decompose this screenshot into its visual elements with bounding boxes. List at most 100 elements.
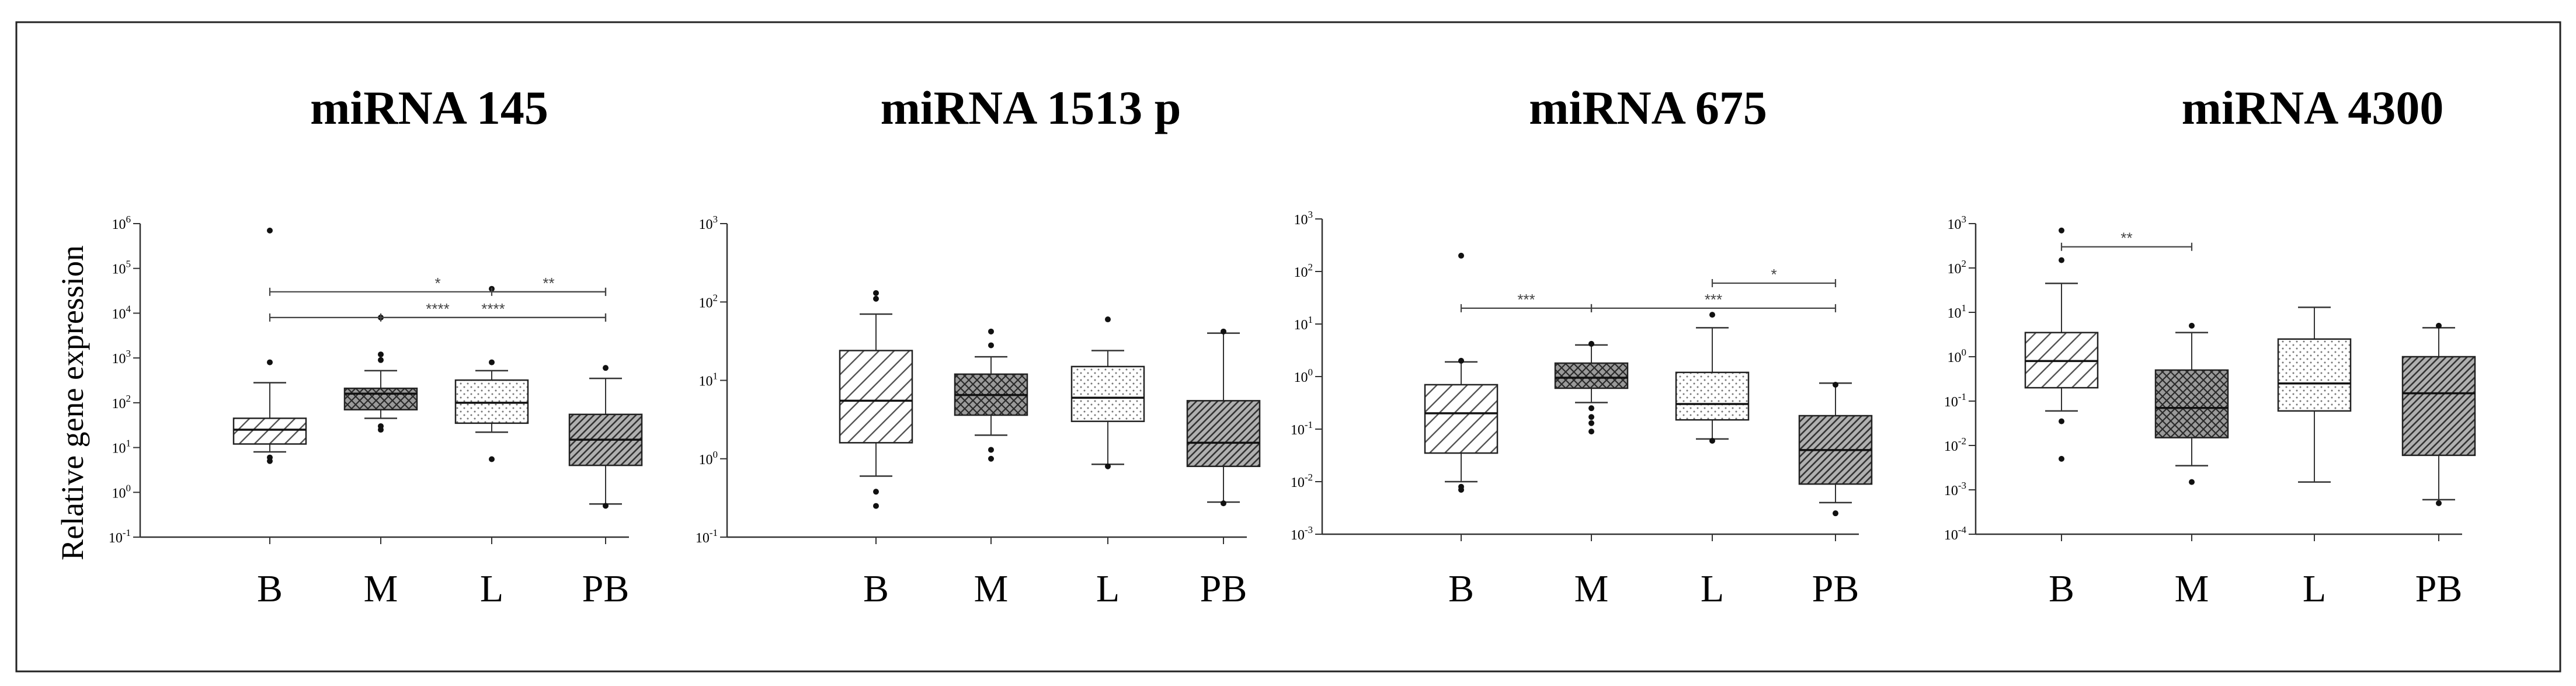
x-category-label: PB (1812, 567, 1859, 610)
outlier-point (1458, 252, 1464, 259)
y-axis-label: Relative gene expression (55, 245, 90, 560)
outlier-point (2059, 227, 2064, 234)
box-plot-b (232, 227, 307, 464)
x-category-label: PB (1200, 567, 1247, 610)
iqr-box (232, 417, 307, 445)
outlier-point (1588, 429, 1594, 435)
outlier-point (378, 357, 384, 363)
y-tick-label: 10-1 (109, 527, 131, 546)
y-tick-label: 101 (699, 371, 718, 389)
y-tick-label: 10-1 (1291, 419, 1313, 438)
outlier-point (988, 342, 994, 349)
outlier-point (1588, 414, 1594, 420)
x-category-label: PB (2415, 567, 2463, 610)
outlier-point (489, 359, 495, 365)
outlier-point (1833, 510, 1838, 517)
box-plot-b (2024, 227, 2099, 462)
y-tick-label: 104 (112, 303, 131, 322)
chart-panel: miRNA 4300 10-4 10-3 10-2 10-1 100 101 102 103 B M… (1944, 81, 2476, 610)
panels-container: miRNA 145 10-1 100 101 102 103 104 105 106 B M L PB *… (109, 81, 2476, 610)
outlier-point (1221, 500, 1226, 507)
outlier-point (1221, 328, 1226, 335)
y-tick-label: 10-1 (1944, 391, 1966, 410)
box-plot-pb (1186, 328, 1261, 507)
outlier-point (267, 227, 273, 234)
outlier-point (1709, 437, 1715, 444)
box-plot-m (2154, 322, 2229, 485)
significance-label: *** (1517, 291, 1535, 308)
x-category-label: L (1701, 567, 1724, 610)
outlier-point (1105, 463, 1111, 469)
outlier-point (1588, 405, 1594, 412)
significance-label: * (1771, 266, 1777, 283)
x-category-label: M (2175, 567, 2209, 610)
box-plot-l (1070, 316, 1145, 469)
chart-title: miRNA 4300 (2182, 81, 2444, 134)
y-tick-label: 100 (1948, 347, 1967, 365)
outlier-point (267, 454, 273, 461)
outlier-point (2059, 418, 2064, 424)
iqr-box (454, 379, 529, 424)
y-tick-label: 10-3 (1944, 480, 1966, 499)
x-category-label: B (1448, 567, 1474, 610)
significance-bracket: * (1711, 266, 1837, 287)
y-tick-label: 100 (699, 449, 718, 468)
x-category-label: M (974, 567, 1009, 610)
y-tick-label: 10-3 (1291, 524, 1313, 543)
outlier-point (2189, 322, 2195, 329)
outlier-point (873, 295, 879, 302)
chart-title: miRNA 1513 p (881, 81, 1181, 134)
iqr-box (1554, 362, 1629, 389)
outlier-point (2189, 479, 2195, 485)
outlier-point (1458, 357, 1464, 364)
y-tick-label: 10-2 (1944, 436, 1966, 454)
outlier-point (378, 351, 384, 358)
y-tick-label: 103 (1294, 209, 1313, 228)
outlier-point (603, 365, 609, 371)
box-plot-m (1554, 340, 1629, 435)
iqr-box (2154, 369, 2229, 438)
y-tick-label: 102 (1294, 262, 1313, 280)
box-plot-pb (2401, 322, 2476, 506)
significance-bracket: ** (491, 274, 607, 296)
significance-label: ** (2120, 229, 2132, 247)
y-tick-label: 100 (1294, 367, 1313, 385)
outlier-point (2436, 500, 2442, 506)
iqr-box (839, 350, 913, 444)
y-tick-label: 105 (112, 259, 131, 277)
x-category-label: M (1574, 567, 1609, 610)
figure-frame (15, 21, 2561, 673)
outlier-point (2436, 322, 2442, 329)
iqr-box (343, 387, 418, 410)
y-tick-label: 10-1 (696, 527, 718, 546)
y-tick-label: 10-2 (1291, 472, 1313, 490)
outlier-point (1588, 340, 1594, 347)
chart-title: miRNA 145 (310, 81, 548, 134)
outlier-point (988, 447, 994, 453)
y-tick-label: 102 (699, 292, 718, 311)
y-tick-label: 106 (112, 214, 131, 232)
outlier-point (873, 503, 879, 509)
box-plot-m (343, 314, 418, 433)
y-tick-label: 102 (1948, 258, 1967, 277)
x-category-label: PB (582, 567, 630, 610)
x-category-label: B (863, 567, 889, 610)
outlier-point (2059, 455, 2064, 462)
significance-bracket: *** (1460, 291, 1593, 312)
x-category-label: L (1096, 567, 1120, 610)
significance-bracket: **** (269, 300, 607, 322)
outlier-point (873, 290, 879, 296)
iqr-box (2277, 338, 2352, 412)
x-category-label: B (2049, 567, 2074, 610)
outlier-point (489, 456, 495, 462)
outlier-point (988, 455, 994, 462)
y-tick-label: 103 (1948, 214, 1967, 232)
chart-title: miRNA 675 (1529, 81, 1767, 134)
outlier-point (1709, 312, 1715, 318)
outlier-point (1458, 483, 1464, 490)
outlier-point (378, 423, 384, 429)
box-plot-b (839, 290, 913, 509)
x-category-label: B (257, 567, 283, 610)
